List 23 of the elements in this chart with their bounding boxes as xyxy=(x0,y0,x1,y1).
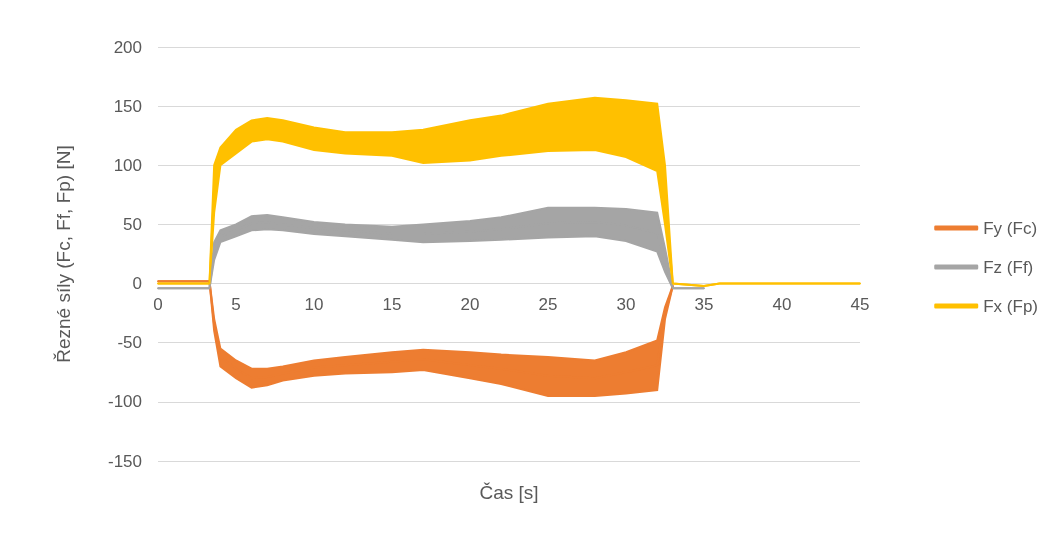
y-tick-label: -50 xyxy=(117,333,142,353)
y-tick-label: -100 xyxy=(107,392,142,412)
x-tick-label: 10 xyxy=(304,294,324,314)
legend-label: Fz (Ff) xyxy=(983,257,1034,277)
legend-label: Fx (Fp) xyxy=(983,296,1039,316)
x-tick-label: 0 xyxy=(153,294,163,314)
y-tick-label: 100 xyxy=(113,155,142,175)
y-tick-label: 200 xyxy=(113,37,142,57)
y-tick-label: -150 xyxy=(107,451,142,471)
x-tick-label: 30 xyxy=(616,294,636,314)
y-tick-label: 0 xyxy=(132,274,142,294)
x-tick-label: 20 xyxy=(460,294,480,314)
x-tick-label: 15 xyxy=(382,294,402,314)
x-tick-label: 25 xyxy=(538,294,558,314)
y-tick-label: 50 xyxy=(123,214,142,234)
y-tick-label: 150 xyxy=(113,96,142,116)
x-tick-label: 40 xyxy=(772,294,792,314)
y-axis-title: Řezné síly (Fc, Ff, Fp) [N] xyxy=(53,145,74,363)
x-tick-label: 45 xyxy=(850,294,870,314)
legend-label: Fy (Fc) xyxy=(983,218,1038,238)
x-tick-label: 35 xyxy=(694,294,714,314)
x-axis-title: Čas [s] xyxy=(479,482,539,503)
x-tick-label: 5 xyxy=(231,294,241,314)
